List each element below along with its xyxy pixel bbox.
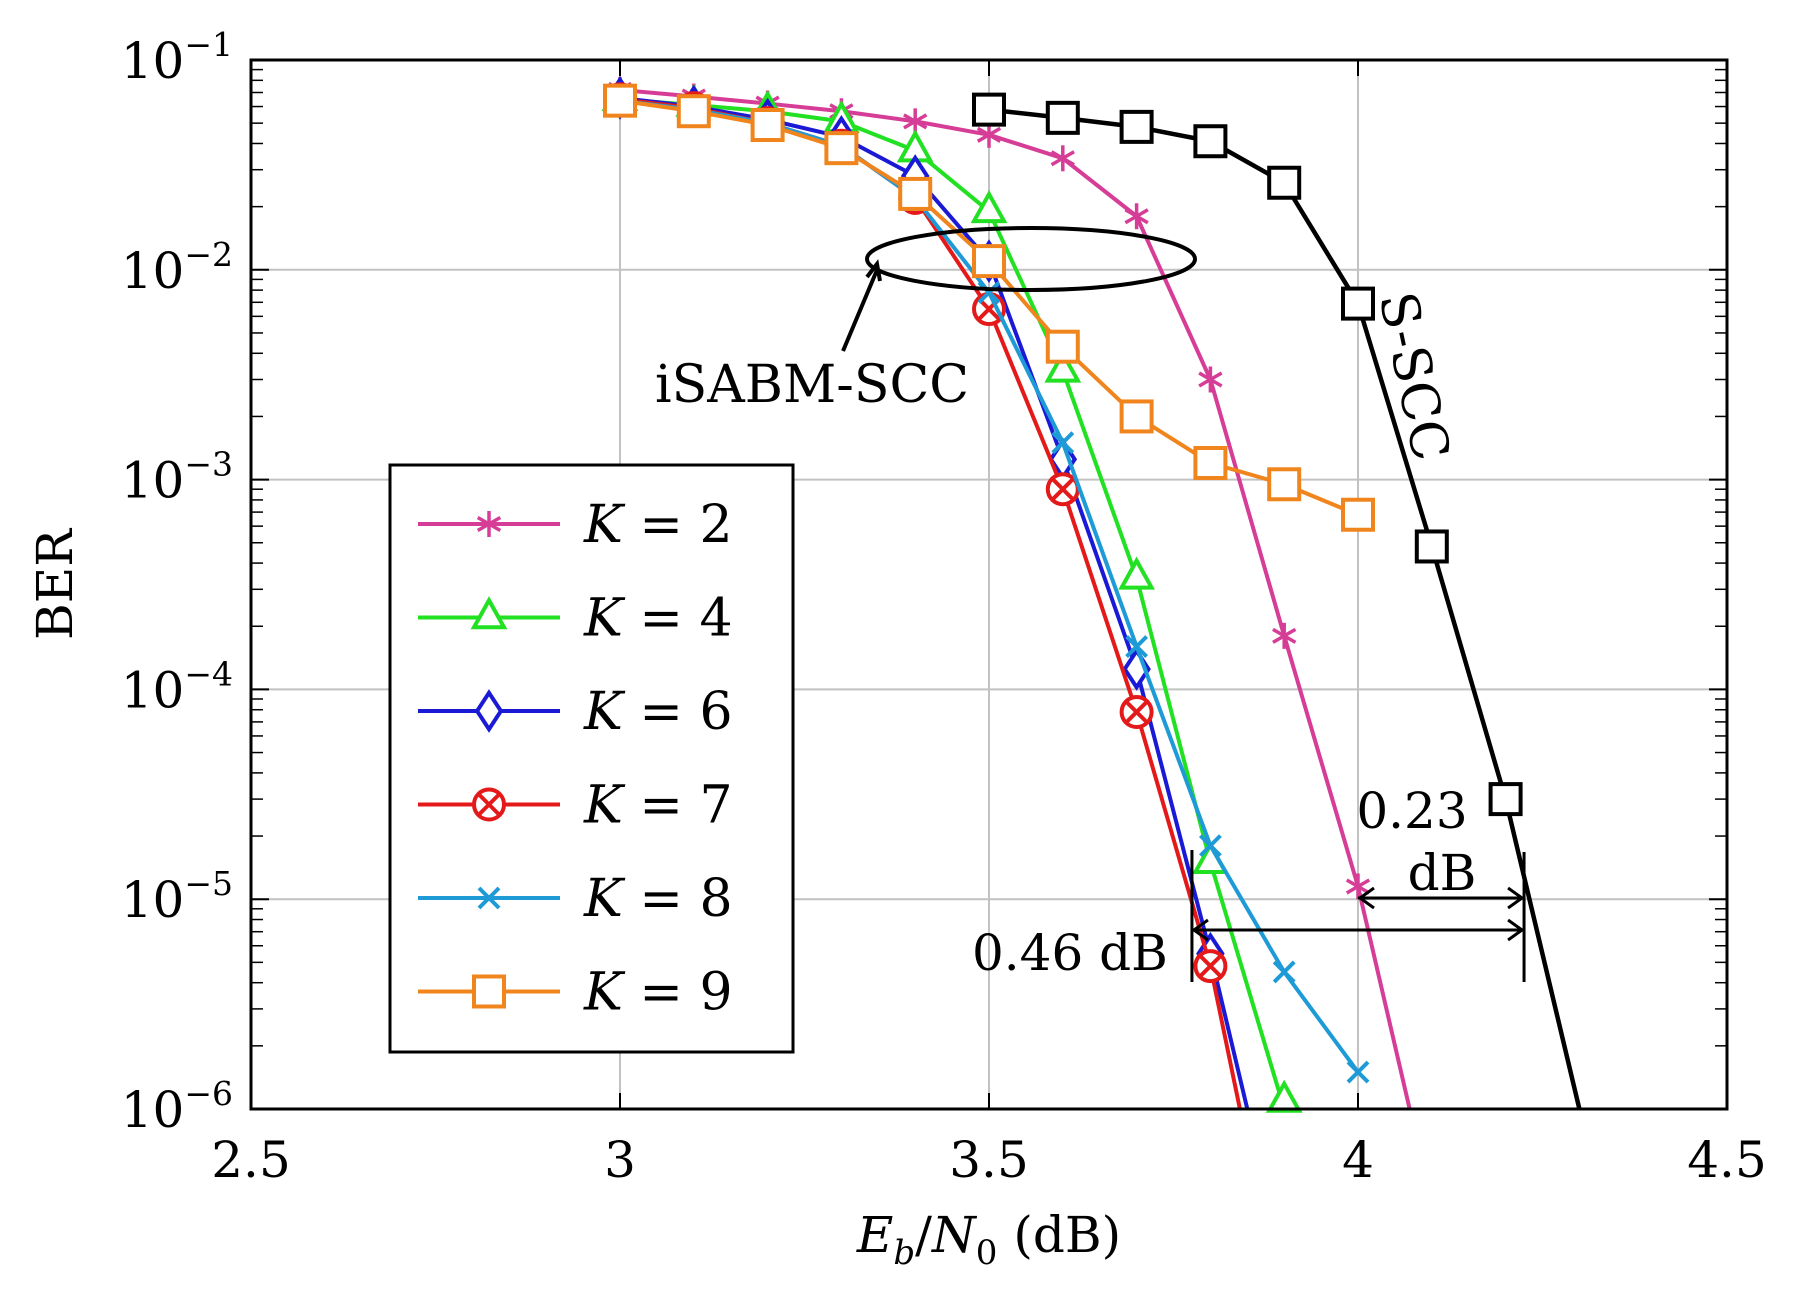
x-tick-labels: 2.5 3 3.5 4 4.5: [211, 1131, 1767, 1189]
isabm-pointer: [841, 269, 879, 352]
data-point: [1125, 635, 1149, 658]
data-point: [603, 83, 637, 118]
plot-frame: [249, 58, 1729, 1111]
y-tick-labels: 10−1 10−2 10−3 10−4 10−5 10−6: [121, 25, 233, 1139]
data-point: [972, 244, 1006, 279]
legend-item: K = 8: [418, 869, 733, 929]
legend-label: K = 2: [583, 495, 733, 555]
data-point: [1267, 467, 1302, 502]
data-point: [1341, 497, 1375, 532]
data-point: [1193, 949, 1228, 984]
data-point: [1341, 286, 1375, 321]
y-tick-label: 10−1: [121, 25, 233, 90]
y-axis-label: BER: [26, 528, 84, 640]
data-point: [472, 974, 506, 1009]
series-line: [619, 95, 1250, 1109]
gap-label-unit: dB: [1408, 844, 1477, 902]
data-point: [1118, 556, 1155, 590]
data-point: [1045, 472, 1080, 507]
data-point: [898, 176, 933, 211]
data-point: [1198, 366, 1223, 393]
series-line: [619, 97, 1287, 1109]
legend-item: K = 4: [418, 589, 733, 649]
data-point: [474, 689, 504, 733]
data-point: [472, 787, 506, 822]
legend-item: K = 2: [418, 495, 733, 555]
data-point: [1265, 1079, 1303, 1113]
legend-item: K = 7: [418, 776, 733, 836]
data-point: [1272, 622, 1297, 649]
data-point: [1414, 529, 1449, 564]
series-k-9: [603, 83, 1375, 532]
data-point: [476, 511, 502, 537]
data-point: [676, 94, 711, 129]
gap-label-023: 0.23: [1356, 782, 1467, 840]
data-point: [1051, 431, 1075, 455]
minor-ticks: [250, 59, 1728, 1110]
isabm-arrowhead: [865, 259, 882, 282]
data-point: [824, 131, 859, 166]
legend: K = 2 K = 4 K = 6 K = 7 K = 8 K = 9: [388, 463, 795, 1054]
data-point: [1050, 145, 1075, 172]
legend-label: K = 8: [583, 869, 733, 929]
data-point: [1044, 349, 1082, 383]
data-point: [1193, 445, 1228, 480]
data-point: [1346, 1060, 1370, 1084]
data-point: [1267, 165, 1302, 200]
data-point: [1488, 782, 1523, 817]
data-point: [1119, 695, 1154, 730]
data-point: [1198, 834, 1222, 858]
x-tick-label: 4: [1342, 1131, 1374, 1189]
gap-arrowhead: [1357, 886, 1375, 910]
data-point: [750, 107, 785, 142]
data-point: [970, 189, 1008, 224]
series-s-scc: [972, 92, 1582, 1109]
y-tick-label: 10−4: [121, 654, 233, 719]
data-point: [977, 281, 1001, 304]
data-point: [972, 292, 1006, 327]
data-point: [1119, 399, 1154, 434]
x-tick-label: 4.5: [1687, 1131, 1767, 1189]
x-axis-label: Eb/N0 (dB): [856, 1206, 1121, 1273]
series-line: [619, 87, 1412, 1109]
legend-item: K = 6: [418, 682, 733, 742]
gap-arrowhead: [1507, 886, 1525, 910]
data-point: [1119, 109, 1154, 144]
curves: [601, 76, 1582, 1113]
gap-arrowhead: [1191, 918, 1209, 942]
legend-label: K = 6: [583, 682, 733, 742]
x-tick-label: 2.5: [211, 1131, 291, 1189]
data-point: [1193, 124, 1228, 159]
legend-label: K = 9: [583, 963, 733, 1023]
data-point: [470, 596, 508, 630]
isabm-label: iSABM-SCC: [655, 355, 969, 415]
legend-label: K = 7: [583, 776, 733, 836]
x-tick-label: 3: [604, 1131, 636, 1189]
data-point: [1272, 960, 1296, 984]
gap-arrowhead: [1507, 918, 1525, 942]
gap-label-046: 0.46 dB: [972, 924, 1168, 982]
data-point: [1045, 100, 1080, 135]
y-tick-label: 10−5: [121, 864, 233, 929]
y-tick-label: 10−6: [121, 1074, 233, 1139]
legend-item: K = 9: [418, 963, 733, 1023]
isabm-ellipse: [865, 226, 1197, 292]
legend-box: [388, 463, 795, 1054]
y-tick-label: 10−3: [121, 445, 233, 510]
data-point: [477, 886, 501, 910]
y-tick-label: 10−2: [121, 235, 233, 300]
legend-label: K = 4: [583, 589, 733, 649]
data-point: [1045, 329, 1080, 364]
data-point: [1345, 873, 1371, 900]
x-tick-label: 3.5: [949, 1131, 1029, 1189]
data-point: [972, 92, 1006, 127]
data-point: [1124, 203, 1149, 230]
